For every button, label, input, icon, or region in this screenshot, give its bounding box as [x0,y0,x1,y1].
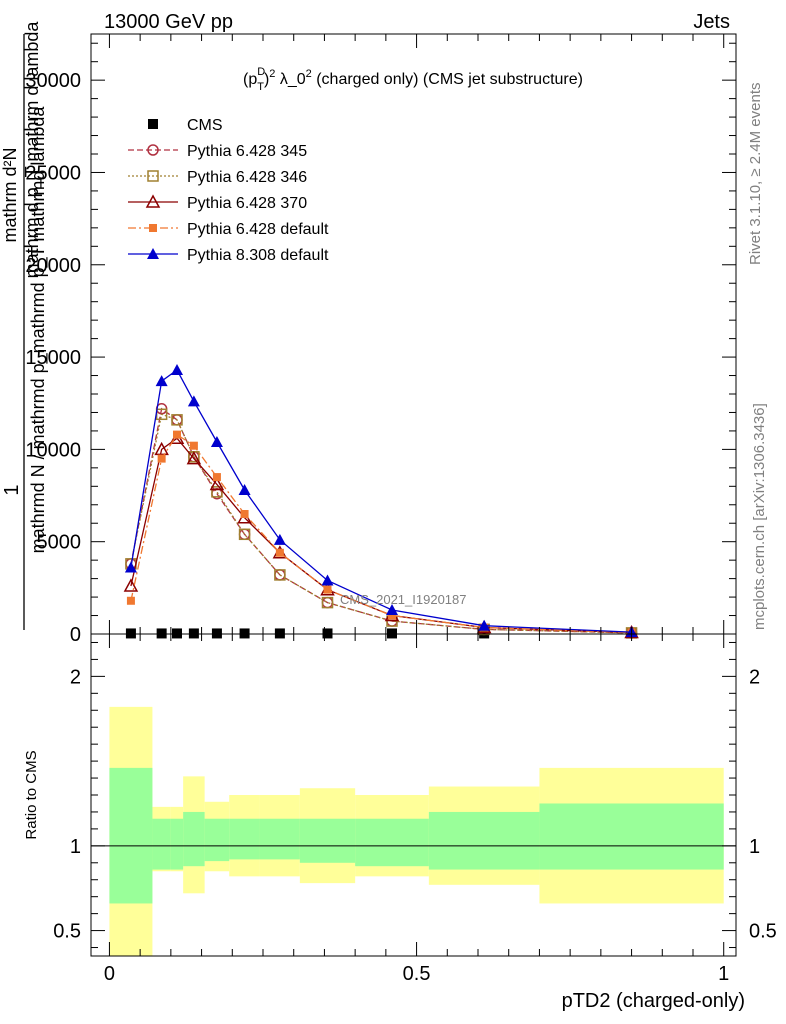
x-tick-label: 0 [104,963,115,985]
data-point [171,414,183,426]
main-y-axis-label: 1 mathrmd N / mathrmd p_mathrmd p_T math… [0,21,49,630]
legend-label: Pythia 6.428 346 [187,169,307,186]
plot-title: (pD T)2 λ_02 (charged only) (CMS jet subs… [243,66,583,93]
data-point [124,561,137,573]
legend-marker [149,224,157,232]
data-point [126,596,135,605]
series-5 [124,364,638,638]
y-label-denominator: mathrmd N / mathrmd p_mathrmd p_T mathrm… [28,106,49,554]
data-point [188,628,199,639]
stat-band-bin [204,818,230,862]
data-point [275,548,284,557]
data-point [155,375,168,387]
series-line [130,413,632,634]
data-point [209,476,225,491]
data-point [211,628,222,639]
energy-label: 13000 GeV pp [104,11,233,33]
data-point [321,596,334,609]
x-axis-label: pTD2 (charged-only) [562,990,745,1012]
data-point [274,628,285,639]
legend-label: Pythia 6.428 370 [187,195,307,212]
data-point [173,430,181,439]
axis-ticks [91,34,736,956]
stat-band-bin [109,767,153,904]
y-tick-label: 5000 [37,532,82,554]
y-tick-label: 20000 [25,255,81,277]
stat-band-bin [229,818,260,860]
y-tick-label: 15000 [25,347,81,369]
data-point [274,569,286,581]
stat-band-bin [428,811,540,870]
stat-band-bin [539,803,724,870]
ratio-y-tick-label: 0.5 [53,921,81,943]
ratio-y-tick-label-right: 1 [749,836,760,858]
y-tick-label: 25000 [25,162,81,184]
data-point [240,510,249,518]
data-point [171,364,183,375]
data-point [238,484,251,495]
data-point [156,628,167,639]
ratio-bands [109,706,724,956]
axis-tick-labels: 0 5000 10000 15000 20000 25000 30000 0.5 0.5 1 1 2 2… [25,70,776,985]
stat-band-bin [183,811,205,867]
x-tick-label: 1 [718,963,729,985]
analysis-label: CMS_2021_I1920187 [340,592,467,607]
x-tick-label: 0.5 [403,963,431,985]
ratio-y-tick-label: 2 [70,666,81,688]
data-point [154,441,169,456]
y-label-overlay-top: mathrm d²N [0,147,20,242]
data-point [187,395,200,407]
y-tick-label: 10000 [25,439,81,461]
legend-label: CMS [187,117,223,134]
data-point [210,436,223,447]
data-point [322,628,333,639]
data-point [123,578,139,592]
data-point [386,604,398,615]
ratio-y-tick-label-right: 2 [749,666,760,688]
stat-band-bin [355,818,429,867]
data-point [239,628,250,639]
data-point [157,454,166,463]
data-point [125,628,136,639]
data-point [189,441,198,450]
legend-label: Pythia 6.428 default [187,221,329,238]
data-point [211,486,223,498]
legend-marker [145,194,161,208]
legend: CMS Pythia 6.428 345 Pythia 6.428 346 Pythi… [128,117,329,264]
stat-band-bin [152,818,171,870]
data-point [186,451,202,465]
data-point [212,473,221,482]
data-point [273,533,286,545]
legend-marker [147,144,159,156]
legend-marker [147,248,159,259]
stat-band-bin [170,818,184,870]
data-point [172,628,182,639]
y-label-overlay-bottom: mathrm d p_T mathrm d lambda [22,21,43,279]
stat-band-bin [259,818,300,860]
ratio-y-tick-label: 1 [70,836,81,858]
rivet-version-label: Rivet 3.1.10, ≥ 2.4M events [747,83,764,266]
category-label: Jets [693,11,730,33]
legend-marker [148,119,158,129]
y-tick-label: 0 [70,624,81,646]
y-label-numerator: 1 [1,484,23,495]
ratio-y-tick-label-right: 0.5 [749,921,777,943]
data-point [321,574,334,586]
data-point [479,628,490,639]
data-point [323,585,332,594]
stat-band-bin [299,818,356,863]
data-point [478,619,491,631]
legend-label: Pythia 8.308 default [187,247,329,264]
y-tick-label: 30000 [25,70,81,92]
data-point [387,628,397,639]
data-point [238,528,251,541]
legend-label: Pythia 6.428 345 [187,143,307,160]
legend-marker [147,170,159,182]
data-point [388,611,396,620]
mcplots-label: mcplots.cern.ch [arXiv:1306.3436] [751,403,768,630]
ratio-y-label: Ratio to CMS [23,750,40,839]
